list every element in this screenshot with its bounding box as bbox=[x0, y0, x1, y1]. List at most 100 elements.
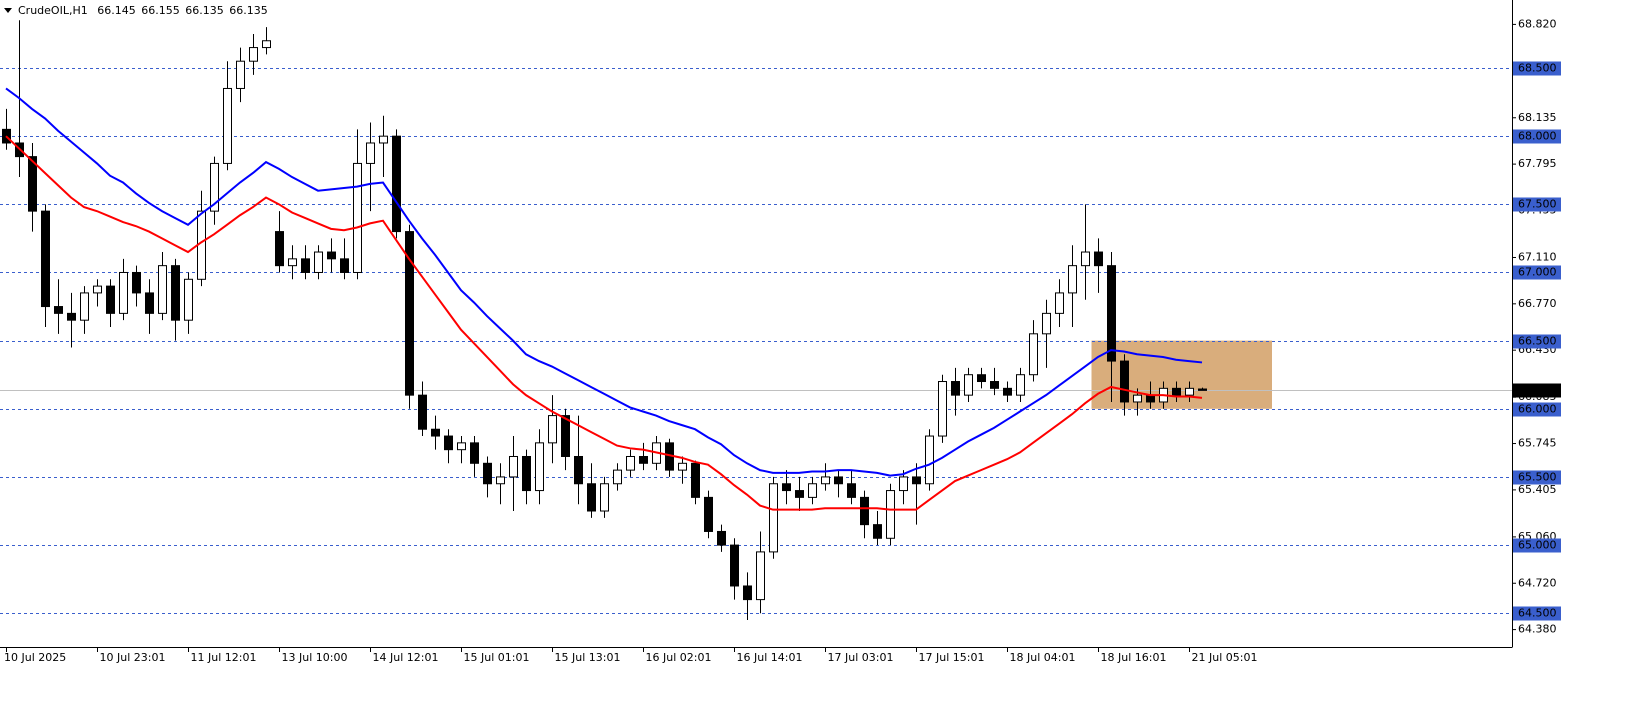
level-label-box bbox=[1513, 334, 1561, 349]
candle-body bbox=[288, 258, 297, 267]
candle-body bbox=[873, 524, 882, 539]
candle-body bbox=[509, 455, 518, 478]
candle-body bbox=[1094, 251, 1103, 267]
y-tick-label: 67.795 bbox=[1518, 157, 1557, 170]
candle-body bbox=[847, 483, 856, 498]
candle-body bbox=[67, 312, 76, 321]
y-tick-label: 65.745 bbox=[1518, 437, 1557, 450]
candle-body bbox=[600, 483, 609, 512]
level-label: 68.500 bbox=[1518, 62, 1557, 75]
candle-body bbox=[171, 265, 180, 321]
x-tick-label: 15 Jul 01:01 bbox=[464, 651, 530, 664]
candle-body bbox=[119, 271, 128, 314]
candle-body bbox=[353, 162, 362, 273]
candle-body bbox=[834, 476, 843, 485]
level-label: 67.500 bbox=[1518, 198, 1557, 211]
candle-body bbox=[730, 544, 739, 587]
candle-body bbox=[236, 60, 245, 89]
candle-body bbox=[782, 483, 791, 492]
candle-body bbox=[938, 381, 947, 437]
candle-body bbox=[132, 271, 141, 294]
candle-body bbox=[1016, 374, 1025, 396]
candle-body bbox=[860, 496, 869, 526]
x-tick-label: 17 Jul 15:01 bbox=[919, 651, 985, 664]
candle-body bbox=[561, 415, 570, 457]
candle-body bbox=[249, 47, 258, 62]
candle-body bbox=[210, 162, 219, 212]
candle-body bbox=[639, 455, 648, 464]
candle-body bbox=[925, 435, 934, 485]
candle-body bbox=[1042, 312, 1051, 335]
candle-body bbox=[80, 292, 89, 321]
header: CrudeOIL,H1 66.145 66.155 66.135 66.135 bbox=[18, 4, 268, 17]
candle-body bbox=[496, 476, 505, 485]
candle-body bbox=[977, 374, 986, 383]
level-label-box bbox=[1513, 402, 1561, 417]
candle-body bbox=[522, 455, 531, 492]
y-tick-label: 67.110 bbox=[1518, 250, 1557, 263]
candle-body bbox=[470, 442, 479, 464]
open-value: 66.145 bbox=[97, 4, 136, 17]
moving-average bbox=[5, 87, 1203, 477]
candle-body bbox=[613, 469, 622, 485]
x-tick-label: 18 Jul 04:01 bbox=[1010, 651, 1076, 664]
candle-body bbox=[366, 142, 375, 164]
candle-body bbox=[587, 483, 596, 512]
y-tick-label: 68.135 bbox=[1518, 111, 1557, 124]
x-tick-label: 10 Jul 23:01 bbox=[100, 651, 166, 664]
candle-body bbox=[28, 156, 37, 212]
candle-body bbox=[691, 462, 700, 498]
level-label-box bbox=[1513, 470, 1561, 485]
candle-body bbox=[1003, 387, 1012, 396]
candle-body bbox=[886, 490, 895, 539]
candle-body bbox=[626, 455, 635, 471]
candle-body bbox=[1029, 333, 1038, 376]
y-tick-label: 64.380 bbox=[1518, 623, 1557, 636]
candle-body bbox=[145, 292, 154, 314]
y-tick-label: 66.770 bbox=[1518, 297, 1557, 310]
candle-body bbox=[1146, 394, 1155, 403]
x-tick-label: 10 Jul 2025 bbox=[4, 651, 66, 664]
candle-body bbox=[795, 490, 804, 498]
candle-body bbox=[275, 231, 284, 267]
level-label-box bbox=[1513, 606, 1561, 621]
high-value: 66.155 bbox=[141, 4, 180, 17]
candle-body bbox=[379, 135, 388, 144]
candle-body bbox=[457, 442, 466, 451]
candle-body bbox=[1172, 387, 1181, 396]
candle-body bbox=[223, 87, 232, 164]
chart-title: CrudeOIL,H1 bbox=[18, 4, 88, 17]
level-label-box bbox=[1513, 197, 1561, 212]
candle-body bbox=[1107, 265, 1116, 362]
candle-body bbox=[821, 476, 830, 485]
level-label-box bbox=[1513, 129, 1561, 144]
candle-body bbox=[808, 483, 817, 498]
candle-body bbox=[418, 394, 427, 430]
x-tick-label: 11 Jul 12:01 bbox=[191, 651, 257, 664]
x-tick-label: 13 Jul 10:00 bbox=[282, 651, 348, 664]
level-label: 68.000 bbox=[1518, 130, 1557, 143]
candle-body bbox=[301, 258, 310, 273]
candle-body bbox=[964, 374, 973, 396]
menu-arrow[interactable] bbox=[4, 8, 12, 13]
level-label: 66.000 bbox=[1518, 403, 1557, 416]
candle-body bbox=[535, 442, 544, 492]
candle-body bbox=[912, 476, 921, 485]
low-value: 66.135 bbox=[185, 4, 224, 17]
candle-body bbox=[444, 435, 453, 451]
candle-body bbox=[93, 285, 102, 294]
candle-body bbox=[262, 40, 271, 49]
candle-body bbox=[41, 210, 50, 308]
x-tick-label: 15 Jul 13:01 bbox=[555, 651, 621, 664]
candle-body bbox=[704, 496, 713, 532]
y-tick-label: 65.405 bbox=[1518, 483, 1557, 496]
level-label-box bbox=[1513, 61, 1561, 76]
close-value: 66.135 bbox=[229, 4, 268, 17]
candle-body bbox=[548, 415, 557, 444]
candle-body bbox=[184, 278, 193, 321]
candle-body bbox=[1081, 251, 1090, 267]
plot-layer bbox=[0, 20, 1512, 621]
candle-body bbox=[327, 251, 336, 260]
y-tick-label: 68.820 bbox=[1518, 17, 1557, 30]
